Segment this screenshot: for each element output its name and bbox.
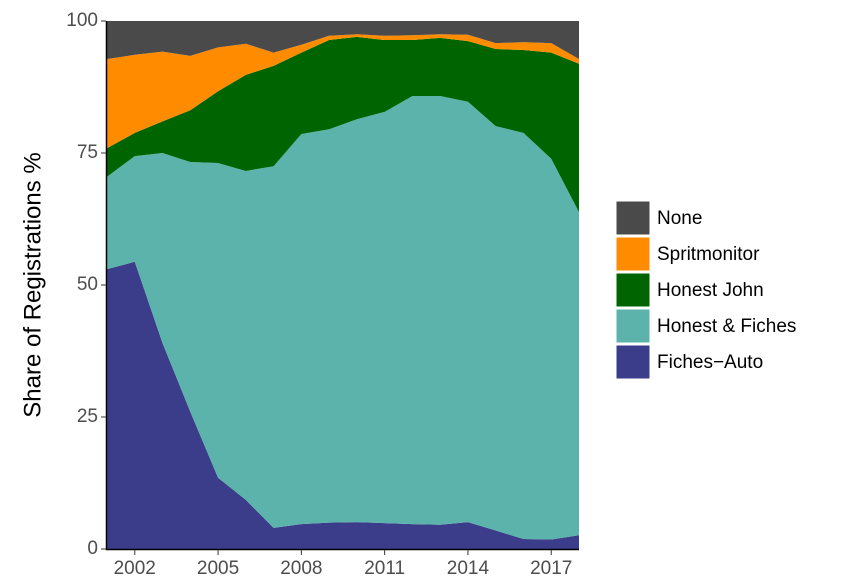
y-tick-label: 100 (66, 10, 98, 31)
x-tick-label: 2005 (197, 558, 239, 579)
legend-swatch (615, 344, 651, 380)
legend-swatch (615, 236, 651, 272)
legend-swatch (615, 272, 651, 308)
area (107, 261, 579, 549)
y-axis-title: Share of Registrations % (19, 152, 46, 417)
legend-label: Honest John (657, 280, 764, 301)
x-tick-label: 2014 (447, 558, 490, 579)
legend-label: Fiches−Auto (657, 352, 763, 373)
legend-swatch (615, 200, 651, 236)
x-tick-label: 2008 (280, 558, 322, 579)
x-tick-label: 2002 (114, 558, 156, 579)
legend-swatch (615, 308, 651, 344)
area (107, 34, 579, 149)
legend-label: None (657, 208, 702, 229)
y-tick-label: 75 (77, 142, 98, 163)
legend-label: Spritmonitor (657, 244, 760, 265)
area (107, 36, 579, 213)
x-tick-label: 2011 (364, 558, 405, 579)
y-tick-label: 50 (77, 274, 98, 295)
area (107, 21, 579, 60)
legend-label: Honest & Fiches (657, 316, 796, 337)
area (107, 95, 579, 540)
x-tick-label: 2017 (530, 558, 572, 579)
y-tick-label: 0 (87, 538, 98, 559)
y-tick-label: 25 (77, 406, 98, 427)
